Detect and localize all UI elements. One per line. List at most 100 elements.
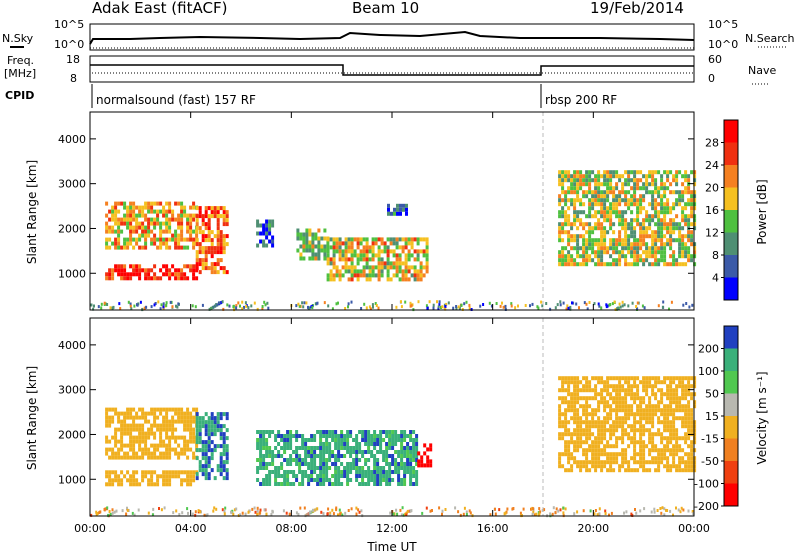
velocity-cell	[588, 420, 592, 425]
power-cell	[159, 229, 163, 234]
velocity-cell	[346, 434, 350, 438]
power-cell	[375, 304, 378, 307]
power-cell	[362, 265, 366, 270]
power-cell	[630, 246, 634, 251]
velocity-cell	[591, 452, 595, 457]
power-cell	[271, 223, 275, 228]
power-cell	[621, 242, 625, 247]
velocity-cell	[579, 440, 583, 445]
velocity-cell	[648, 396, 652, 401]
velocity-cell	[367, 474, 371, 478]
power-cell	[305, 236, 309, 241]
velocity-cell	[135, 411, 139, 416]
power-cell	[654, 242, 658, 247]
power-cell	[380, 269, 384, 274]
velocity-cell	[370, 438, 374, 442]
power-cell	[126, 245, 130, 250]
power-cell	[651, 190, 655, 195]
velocity-cell	[585, 404, 589, 409]
power-cell	[615, 186, 619, 191]
velocity-cell	[138, 482, 142, 487]
power-cell	[564, 178, 568, 183]
power-cell	[207, 266, 211, 271]
velocity-cell	[669, 408, 673, 413]
power-cell	[651, 238, 655, 243]
power-cell	[564, 230, 568, 235]
power-cell	[126, 276, 130, 281]
velocity-cell	[213, 420, 217, 425]
velocity-cell	[669, 464, 673, 469]
velocity-cell	[591, 388, 595, 393]
power-cell	[681, 210, 685, 215]
power-cell	[591, 226, 595, 231]
power-cell	[323, 301, 326, 305]
velocity-cell	[310, 458, 314, 462]
power-cell	[635, 305, 638, 308]
power-cell	[600, 226, 604, 231]
power-cell	[329, 237, 333, 242]
power-cell	[582, 222, 586, 227]
velocity-cell	[633, 448, 637, 453]
velocity-cell	[156, 423, 160, 428]
x-tick-label: 12:00	[376, 522, 408, 535]
power-cell	[690, 214, 694, 219]
power-cell	[398, 261, 402, 266]
velocity-cell	[239, 513, 242, 517]
velocity-cell	[559, 508, 562, 512]
velocity-cell	[630, 396, 634, 401]
velocity-cell	[346, 462, 350, 466]
velocity-cell	[582, 404, 586, 409]
power-cell	[576, 186, 580, 191]
velocity-cell	[286, 470, 290, 474]
power-cell	[606, 182, 610, 187]
velocity-cell	[394, 470, 398, 474]
power-cell	[645, 226, 649, 231]
velocity-cell	[604, 512, 607, 515]
velocity-cell	[391, 434, 395, 438]
power-cell	[687, 202, 691, 207]
power-cell	[603, 178, 607, 183]
power-cell	[502, 305, 505, 309]
velocity-cell	[391, 438, 395, 442]
velocity-cell	[106, 506, 109, 510]
velocity-cell	[612, 376, 616, 381]
power-cell	[222, 218, 226, 223]
velocity-cell	[642, 396, 646, 401]
power-cell	[419, 237, 423, 242]
power-cell	[138, 213, 142, 218]
power-cell	[654, 178, 658, 183]
velocity-cell	[672, 396, 676, 401]
velocity-cell	[623, 511, 625, 515]
power-cell	[311, 244, 315, 249]
power-cell	[666, 178, 670, 183]
velocity-cell	[340, 434, 344, 438]
power-cell	[195, 268, 199, 273]
velocity-cell	[660, 436, 664, 441]
velocity-cell	[162, 419, 166, 424]
power-cell	[567, 170, 571, 175]
velocity-cell	[280, 466, 284, 470]
power-cell	[624, 254, 628, 259]
power-cell	[573, 170, 577, 175]
power-cell	[422, 253, 426, 258]
velocity-cell	[624, 468, 628, 473]
velocity-cell	[394, 438, 398, 442]
velocity-cell	[465, 510, 468, 514]
power-cell	[108, 276, 112, 281]
power-cell	[594, 250, 598, 255]
velocity-cell	[409, 454, 413, 458]
velocity-cell	[687, 452, 691, 457]
velocity-cell	[141, 447, 145, 452]
velocity-cell	[663, 424, 667, 429]
power-cell	[660, 202, 664, 207]
velocity-cell	[567, 380, 571, 385]
power-cell	[228, 304, 231, 308]
power-cell	[123, 217, 127, 222]
power-cell	[579, 262, 583, 267]
velocity-cell	[621, 376, 625, 381]
power-cell	[657, 230, 661, 235]
power-cell	[558, 250, 562, 255]
velocity-cell	[150, 423, 154, 428]
velocity-cell	[678, 408, 682, 413]
velocity-cell	[690, 396, 694, 401]
